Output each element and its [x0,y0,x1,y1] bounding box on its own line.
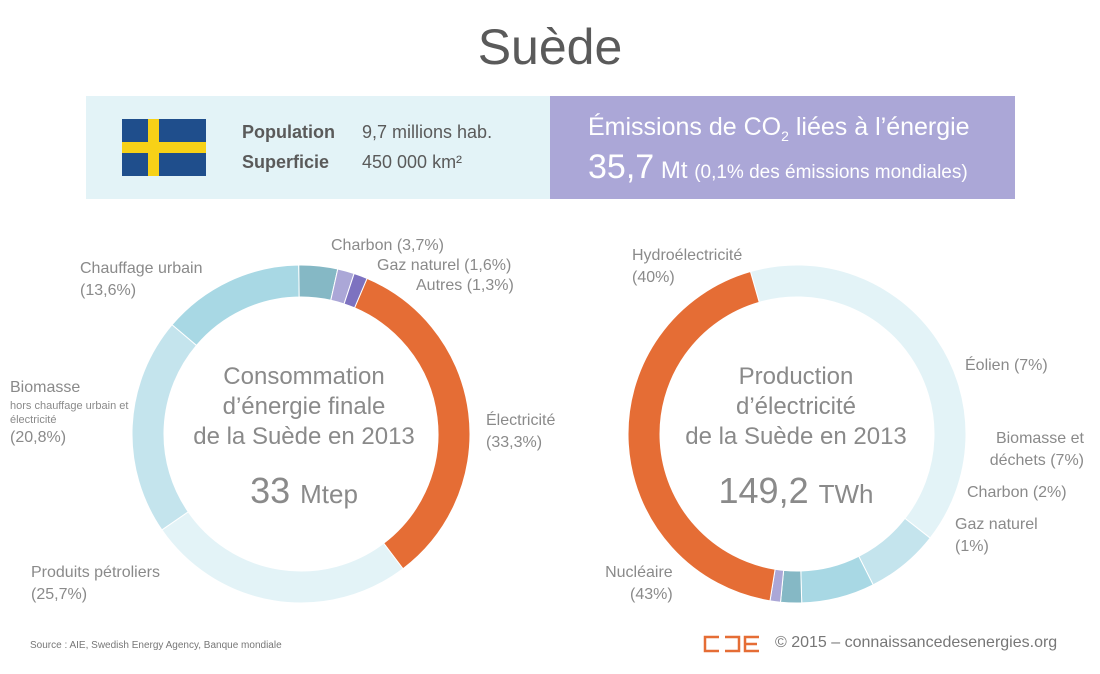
donut-final-energy-consumption [131,264,471,604]
chart-1-total: 33 Mtep [250,470,358,511]
chart-2-total: 149,2 TWh [718,470,874,511]
slice-label-gaz-naturel: Gaz naturel (1,6%) [377,257,512,274]
page-title: Suède [477,19,623,75]
slice-label-biomasse-dechets: Biomasse et déchets (7%) [989,430,1084,469]
population-value: 9,7 millions hab. [362,122,493,142]
chart-2-center-title: Production d’électricité de la Suède en … [685,363,907,450]
donut-slice-biomasse-et-dechets [800,555,874,604]
slice-label-chauffage-urbain: Chauffage urbain (13,6%) [80,260,203,299]
co2-title: Émissions de CO2 liées à l’énergie [588,113,970,144]
slice-label-charbon: Charbon (3,7%) [331,237,444,254]
population-label: Population [242,122,335,142]
copyright: © 2015 – connaissancedesenergies.org [775,634,1058,651]
slice-label-gaz-naturel-elec: Gaz naturel (1%) [955,516,1038,555]
cde-logo-icon [703,635,759,653]
donut-slice-autres [343,272,368,309]
source-note: Source : AIE, Swedish Energy Agency, Ban… [30,640,282,651]
area-value: 450 000 km² [362,152,463,172]
sweden-flag-icon [122,119,206,176]
slice-label-eolien: Éolien (7%) [965,357,1048,374]
slice-label-biomasse: Biomasse hors chauffage urbain et électr… [10,379,129,446]
co2-emissions-panel: Émissions de CO2 liées à l’énergie 35,7 … [550,96,1015,199]
donut-slice-nucleaire [627,270,776,602]
co2-value: 35,7 Mt (0,1% des émissions mondiales) [588,148,968,186]
area-label: Superficie [242,152,330,172]
donut-electricity-production [627,264,967,604]
chart-1-center-title: Consommation d’énergie finale de la Suèd… [193,363,415,450]
donut-slice-produits-petroliers [161,511,404,604]
country-info-panel: Population 9,7 millions hab. Superficie … [86,96,550,199]
slice-label-produits-petroliers: Produits pétroliers (25,7%) [31,564,160,603]
slice-label-electricite: Électricité (33,3%) [486,412,556,451]
slice-label-autres: Autres (1,3%) [416,277,514,294]
donut-slice-charbon [779,569,803,604]
slice-label-charbon-elec: Charbon (2%) [967,484,1067,501]
slice-label-hydroelectricite: Hydroélectricité (40%) [632,247,743,286]
slice-label-nucleaire: Nucléaire (43%) [605,564,673,603]
